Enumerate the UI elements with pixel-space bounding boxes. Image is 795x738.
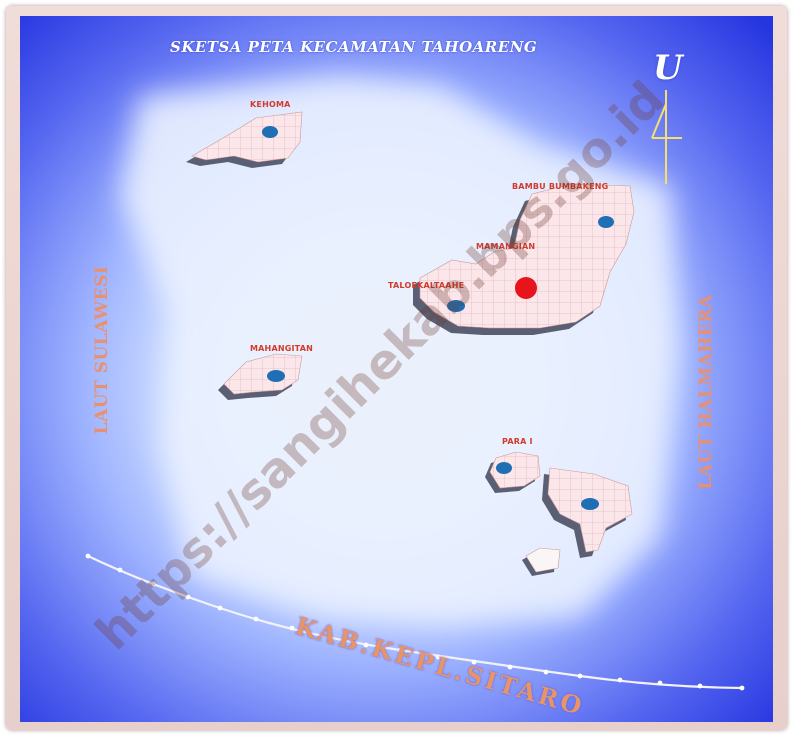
island-label-kehoma: KEHOMA — [250, 100, 291, 109]
island-mahangitan — [218, 353, 303, 400]
village-marker — [598, 216, 614, 228]
island-label-mamangian: MAMANGIAN — [476, 242, 536, 251]
village-marker — [262, 126, 278, 138]
map-area: SKETSA PETA KECAMATAN TAHOARENG U KEHOMA… — [20, 16, 773, 722]
island-kehoma — [186, 111, 303, 168]
island-label-para-i: PARA I — [502, 437, 533, 446]
map-frame: SKETSA PETA KECAMATAN TAHOARENG U KEHOMA… — [6, 6, 787, 730]
north-arrow — [651, 90, 682, 184]
village-marker — [447, 300, 465, 312]
village-marker — [496, 462, 512, 474]
island-para-i — [485, 451, 541, 493]
sea-label-east: LAUT HALMAHERA — [696, 294, 716, 490]
island-label-bambu-bumbakeng: BAMBU BUMBAKENG — [512, 182, 609, 191]
island-label-mahangitan: MAHANGITAN — [250, 344, 313, 353]
village-marker — [581, 498, 599, 510]
regency-boundary — [85, 553, 745, 691]
village-marker — [267, 370, 285, 382]
island-main — [413, 183, 635, 335]
map-title: SKETSA PETA KECAMATAN TAHOARENG — [170, 38, 538, 56]
map-canvas — [20, 16, 773, 722]
island-label-taloekaltaahe: TALOEKALTAAHE — [388, 281, 465, 290]
capital-marker — [515, 277, 537, 299]
north-label: U — [653, 48, 683, 88]
sea-label-west: LAUT SULAWESI — [92, 265, 112, 435]
islet — [522, 547, 561, 576]
island-para-main — [542, 467, 633, 558]
